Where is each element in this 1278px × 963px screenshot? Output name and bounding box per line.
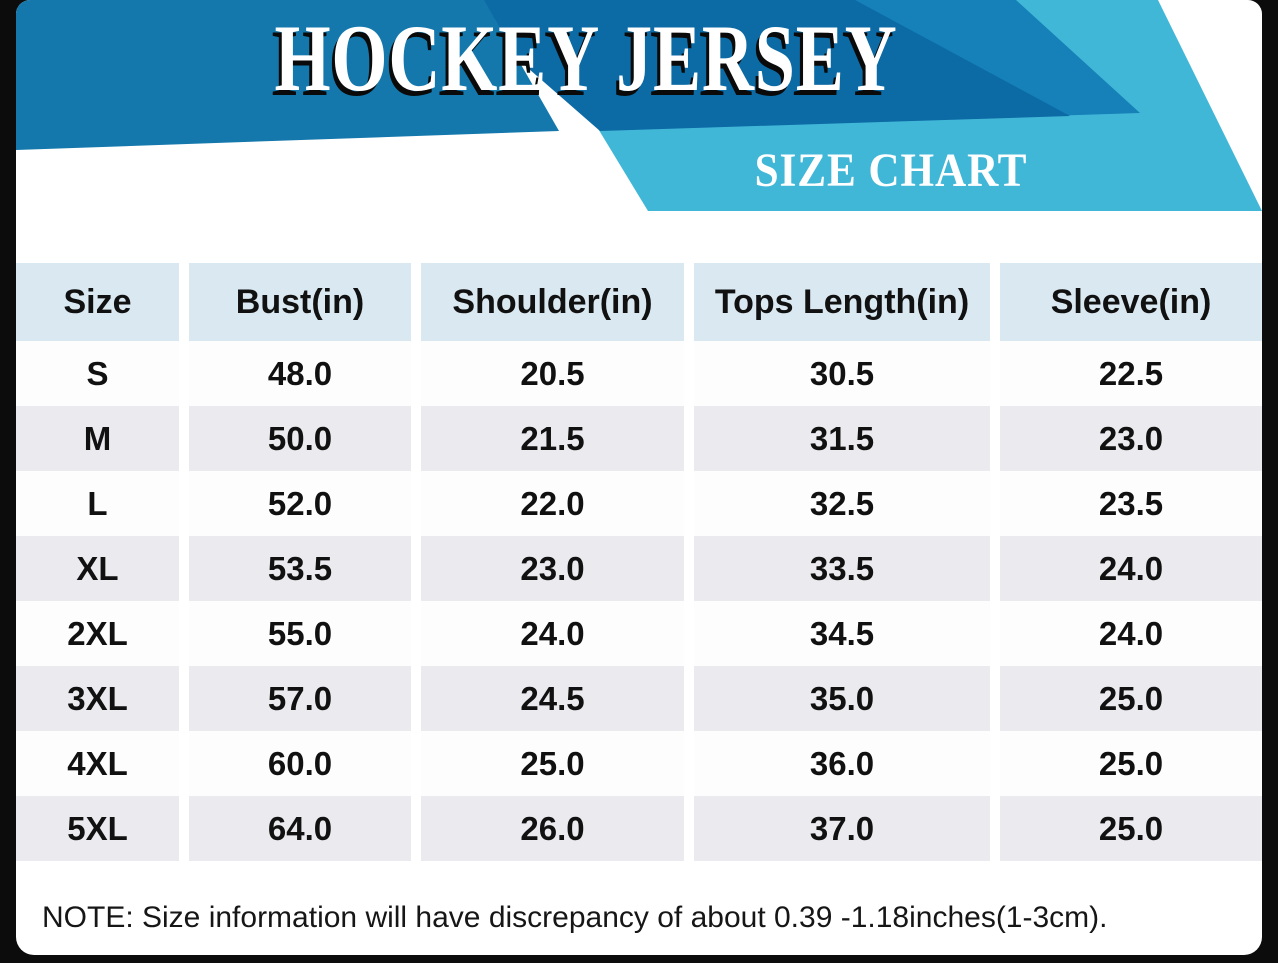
table-cell-bust: 55.0	[189, 601, 411, 666]
table-cell-tops-length: 31.5	[694, 406, 990, 471]
size-chart-card: HOCKEY JERSEY SIZE CHART Size Bust(in) S…	[16, 0, 1262, 955]
column-header-size: Size	[16, 263, 179, 341]
column-header-sleeve: Sleeve(in)	[1000, 263, 1262, 341]
table-cell-tops-length: 34.5	[694, 601, 990, 666]
table-cell-shoulder: 26.0	[421, 796, 684, 861]
table-cell-sleeve: 25.0	[1000, 796, 1262, 861]
table-cell-sleeve: 22.5	[1000, 341, 1262, 406]
table-cell-bust: 48.0	[189, 341, 411, 406]
table-cell-bust: 53.5	[189, 536, 411, 601]
table-cell-tops-length: 30.5	[694, 341, 990, 406]
table-cell-size: L	[16, 471, 179, 536]
table-cell-shoulder: 23.0	[421, 536, 684, 601]
table-cell-size: S	[16, 341, 179, 406]
table-cell-size: 3XL	[16, 666, 179, 731]
banner-main-shape	[16, 0, 559, 150]
table-cell-shoulder: 24.5	[421, 666, 684, 731]
note-text: NOTE: Size information will have discrep…	[42, 901, 1108, 934]
table-cell-sleeve: 24.0	[1000, 601, 1262, 666]
table-cell-shoulder: 22.0	[421, 471, 684, 536]
table-cell-sleeve: 23.0	[1000, 406, 1262, 471]
column-header-shoulder: Shoulder(in)	[421, 263, 684, 341]
table-cell-shoulder: 25.0	[421, 731, 684, 796]
table-cell-size: XL	[16, 536, 179, 601]
table-cell-shoulder: 24.0	[421, 601, 684, 666]
page-subtitle: SIZE CHART	[754, 143, 1028, 197]
table-cell-bust: 52.0	[189, 471, 411, 536]
table-cell-size: 4XL	[16, 731, 179, 796]
table-cell-bust: 64.0	[189, 796, 411, 861]
page-title: HOCKEY JERSEY	[274, 5, 898, 111]
table-cell-sleeve: 23.5	[1000, 471, 1262, 536]
column-header-bust: Bust(in)	[189, 263, 411, 341]
header-banner: HOCKEY JERSEY SIZE CHART	[16, 0, 1262, 232]
table-cell-sleeve: 24.0	[1000, 536, 1262, 601]
table-cell-tops-length: 37.0	[694, 796, 990, 861]
table-cell-tops-length: 36.0	[694, 731, 990, 796]
table-cell-size: 5XL	[16, 796, 179, 861]
table-cell-shoulder: 21.5	[421, 406, 684, 471]
table-cell-bust: 60.0	[189, 731, 411, 796]
column-header-tops-length: Tops Length(in)	[694, 263, 990, 341]
table-cell-sleeve: 25.0	[1000, 666, 1262, 731]
table-cell-tops-length: 33.5	[694, 536, 990, 601]
table-cell-bust: 50.0	[189, 406, 411, 471]
table-cell-size: M	[16, 406, 179, 471]
table-cell-tops-length: 35.0	[694, 666, 990, 731]
table-cell-bust: 57.0	[189, 666, 411, 731]
size-chart-table: Size Bust(in) Shoulder(in) Tops Length(i…	[16, 263, 1262, 861]
table-cell-sleeve: 25.0	[1000, 731, 1262, 796]
table-cell-shoulder: 20.5	[421, 341, 684, 406]
table-cell-tops-length: 32.5	[694, 471, 990, 536]
table-cell-size: 2XL	[16, 601, 179, 666]
